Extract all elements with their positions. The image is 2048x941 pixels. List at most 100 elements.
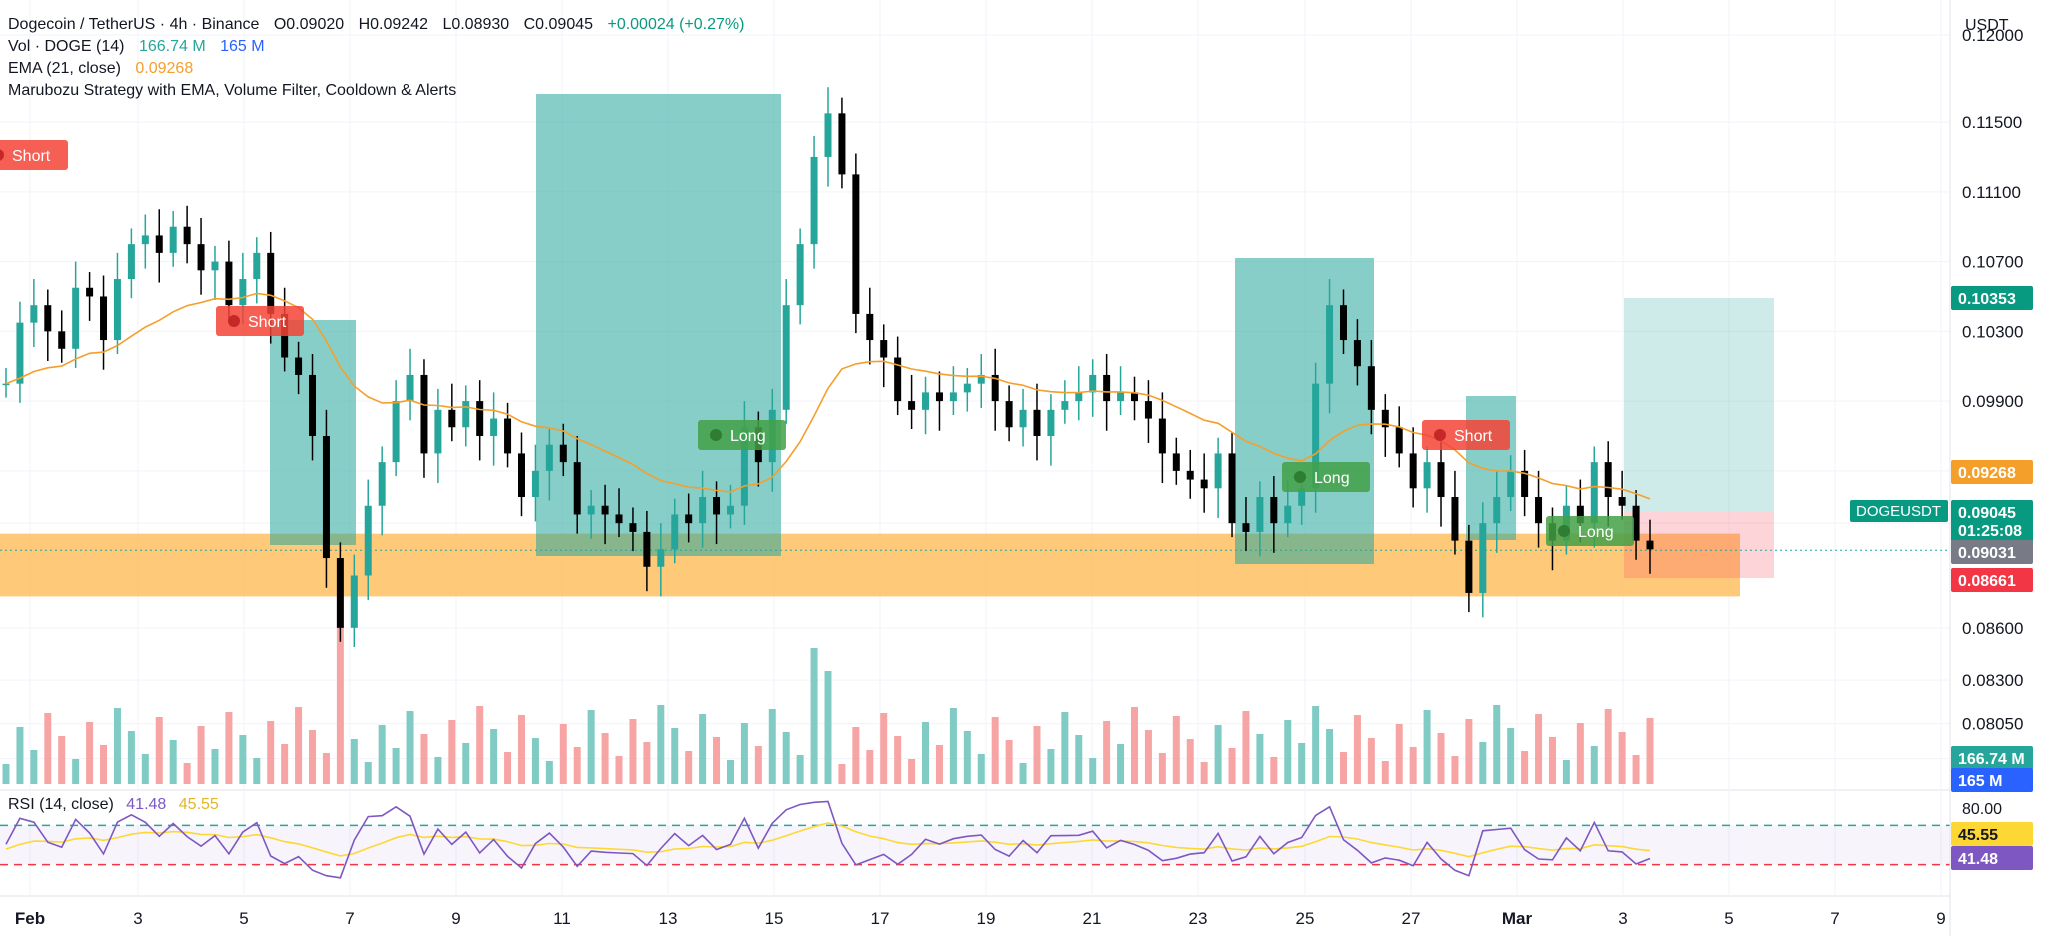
candle-body bbox=[559, 444, 567, 463]
time-tick-label: 21 bbox=[1083, 909, 1102, 928]
candle-body bbox=[726, 505, 734, 515]
volume-bar bbox=[1326, 729, 1334, 784]
candle-body bbox=[127, 244, 135, 280]
candle-body bbox=[336, 558, 344, 628]
price-tick-label: 0.08600 bbox=[1962, 619, 2023, 638]
volume-legend[interactable]: Vol · DOGE (14) 166.74 M 165 M bbox=[8, 36, 744, 58]
candle-body bbox=[894, 357, 902, 402]
time-tick-label: 5 bbox=[1724, 909, 1733, 928]
signal-dot-icon bbox=[710, 429, 722, 441]
time-tick-label: 13 bbox=[659, 909, 678, 928]
volume-bar bbox=[504, 752, 512, 784]
candle-body bbox=[434, 409, 442, 454]
candle-body bbox=[197, 244, 205, 271]
candle-body bbox=[392, 401, 400, 463]
time-tick-label: 7 bbox=[345, 909, 354, 928]
candle-body bbox=[420, 374, 428, 454]
candle-body bbox=[1019, 409, 1027, 428]
time-axis: Feb 3 5 7 9 11 13 15 17 19 21 23 25 27 Mar 3 5 7 9 bbox=[15, 909, 1946, 928]
candle-body bbox=[1131, 392, 1139, 402]
volume-bar bbox=[462, 743, 470, 784]
time-tick-label: 3 bbox=[133, 909, 142, 928]
chart-legend: Dogecoin / TetherUS · 4h · Binance O0.09… bbox=[8, 14, 744, 102]
price-tick-label: 0.08300 bbox=[1962, 671, 2023, 690]
signal-tag-bg bbox=[1546, 516, 1634, 546]
volume-bar bbox=[127, 731, 135, 784]
volume-bar bbox=[699, 714, 707, 784]
volume-bar bbox=[1451, 756, 1459, 784]
stop-price-badge: 0.08661 bbox=[1958, 573, 2016, 590]
rsi-ma-badge: 45.55 bbox=[1958, 827, 1998, 844]
long-position-box bbox=[1466, 396, 1516, 540]
rsi-ma-value: 45.55 bbox=[178, 796, 219, 813]
volume-bar bbox=[16, 727, 24, 784]
volume-bar bbox=[2, 764, 10, 784]
strategy-label: Marubozu Strategy with EMA, Volume Filte… bbox=[8, 82, 457, 99]
candle-body bbox=[1326, 305, 1334, 384]
ema-price-badge-bg bbox=[1951, 460, 2033, 484]
volume-bar bbox=[1075, 735, 1083, 784]
volume-bar bbox=[239, 735, 247, 784]
signal-dot-icon bbox=[1558, 525, 1570, 537]
volume-bar bbox=[1284, 720, 1292, 784]
stop-top-badge-bg bbox=[1951, 540, 2033, 564]
candle-body bbox=[657, 549, 665, 567]
volume-bar bbox=[740, 723, 748, 784]
volume-bar bbox=[1423, 710, 1431, 784]
candle-body bbox=[782, 305, 790, 410]
candle-body bbox=[880, 340, 888, 358]
volume-bar bbox=[1186, 739, 1194, 784]
symbol-row[interactable]: Dogecoin / TetherUS · 4h · Binance O0.09… bbox=[8, 14, 744, 36]
candle-body bbox=[1367, 366, 1375, 410]
volume-bar bbox=[295, 707, 303, 784]
candle-body bbox=[1228, 453, 1236, 524]
time-tick-label: 7 bbox=[1830, 909, 1839, 928]
volume-bar bbox=[880, 713, 888, 784]
price-tick-label: 0.10300 bbox=[1962, 322, 2023, 341]
candle-body bbox=[309, 374, 317, 436]
candle-body bbox=[1200, 479, 1208, 489]
time-tick-label: Feb bbox=[15, 909, 45, 928]
candle-body bbox=[977, 374, 985, 384]
ema-line bbox=[5, 292, 1651, 500]
rsi-ma-badge-bg bbox=[1951, 822, 2033, 846]
volume-label: Vol · DOGE (14) bbox=[8, 38, 125, 55]
volume-bar bbox=[852, 727, 860, 784]
candle-body bbox=[2, 383, 10, 386]
volume-bar bbox=[1144, 730, 1152, 784]
rsi-line bbox=[5, 800, 1651, 879]
symbol-title[interactable]: Dogecoin / TetherUS · 4h · Binance bbox=[8, 16, 260, 33]
rsi-value: 41.48 bbox=[126, 796, 167, 813]
candle-body bbox=[211, 261, 219, 271]
last-price-badge: 0.09045 bbox=[1958, 505, 2016, 522]
volume-bar bbox=[963, 731, 971, 784]
volume-bar bbox=[1200, 762, 1208, 784]
volume-bar bbox=[810, 648, 818, 784]
rsi-legend[interactable]: RSI (14, close) 41.48 45.55 bbox=[8, 796, 219, 814]
ohlc-change: +0.00024 (+0.27%) bbox=[607, 16, 745, 33]
volume-ma-value: 165 M bbox=[220, 38, 265, 55]
ema-legend[interactable]: EMA (21, close) 0.09268 bbox=[8, 58, 744, 80]
volume-value: 166.74 M bbox=[138, 38, 206, 55]
signal-tag-label: Short bbox=[248, 314, 287, 331]
candle-body bbox=[935, 392, 943, 402]
volume-bar bbox=[141, 754, 149, 784]
candle-body bbox=[740, 427, 748, 506]
volume-bar bbox=[113, 708, 121, 784]
volume-bar bbox=[671, 728, 679, 784]
candle-body bbox=[1465, 540, 1473, 593]
volume-bar bbox=[1019, 763, 1027, 784]
rsi-ma-line bbox=[5, 822, 1651, 858]
volume-bar bbox=[1103, 721, 1111, 784]
strategy-legend[interactable]: Marubozu Strategy with EMA, Volume Filte… bbox=[8, 80, 744, 102]
volume-bar bbox=[1381, 761, 1389, 784]
candle-body bbox=[1005, 401, 1013, 428]
volume-bar bbox=[1479, 742, 1487, 784]
volume-bar bbox=[1047, 749, 1055, 784]
signal-tag-bg bbox=[1282, 462, 1370, 492]
candle-body bbox=[1061, 401, 1069, 410]
candle-body bbox=[350, 575, 358, 628]
candle-body bbox=[100, 296, 108, 341]
